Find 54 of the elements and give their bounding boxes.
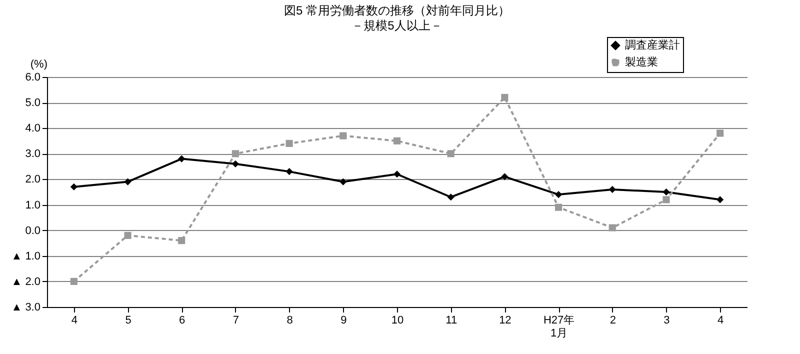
y-tick-label: ▲ 3.0 [11,302,40,314]
y-tick-label: 3.0 [25,148,40,160]
point [232,150,239,158]
x-tick-label: 2 [610,314,616,326]
y-tick-label: 1.0 [25,199,40,212]
x-tick-label: 7 [232,314,240,326]
point [501,94,508,101]
x-tick-label: 4 [718,314,724,326]
y-tick-label: 4.0 [25,122,40,135]
chart-title: 図5 常用労働者数の推移（対前年同月比） [284,4,510,18]
point [232,160,239,168]
y-tick-label: 6.0 [25,72,40,84]
point [447,194,454,201]
point [70,183,78,190]
x-tick-label: H27年 1月 [543,314,575,340]
point [393,137,401,144]
point [501,173,508,180]
point [340,178,347,186]
point [608,224,616,232]
point [178,155,186,162]
x-tick-label: 4 [71,314,78,326]
x-tick-label: 8 [286,314,293,326]
point [662,188,670,196]
point [608,186,616,193]
point [124,178,132,186]
point [555,191,562,198]
x-tick-label: 12 [499,314,512,326]
point [716,130,724,137]
point [340,132,347,140]
x-tick-label: 5 [125,314,132,326]
point [286,140,293,147]
y-tick-label: ▲ 2.0 [11,276,40,288]
x-tick-label: 6 [179,314,186,326]
legend-label: 製造業 [625,56,658,68]
point [555,204,562,211]
point [70,278,78,285]
point [447,150,454,158]
x-tick-label: 9 [340,314,347,326]
x-tick-label: 3 [664,314,670,326]
y-axis-title: (%) [30,58,48,70]
legend-label: 調査産業計 [625,38,680,52]
point [716,196,724,204]
point [393,170,401,178]
y-tick-label: ▲ 1.0 [11,250,40,262]
x-tick-label: 11 [446,314,458,326]
y-tick-label: 2.0 [25,174,40,186]
point [178,237,186,244]
y-tick-label: 0.0 [25,224,40,237]
chart-subtitle: －規模5人以上－ [352,18,442,32]
point [124,232,132,239]
point [286,168,293,176]
point [662,196,670,204]
y-tick-label: 5.0 [25,97,40,110]
x-tick-label: 10 [391,314,404,326]
